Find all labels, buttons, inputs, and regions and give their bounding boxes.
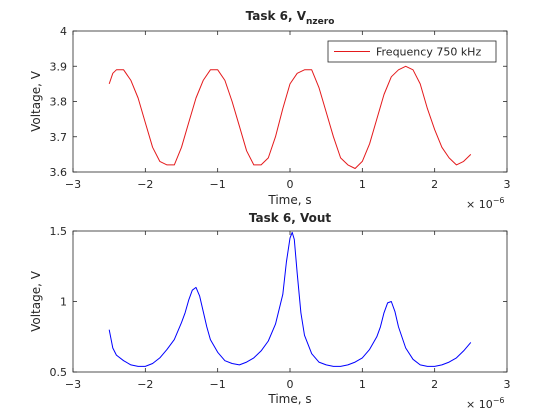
top-series-line-0 <box>108 65 472 169</box>
bottom-y-tick-label: 0.5 <box>50 366 68 379</box>
legend-box <box>327 40 497 63</box>
top-y-tick-label: 3.6 <box>50 166 68 179</box>
top-y-tick-label: 3.9 <box>50 60 68 73</box>
bottom-x-tick-label: −1 <box>210 378 226 391</box>
top-legend: Frequency 750 kHz <box>327 40 497 63</box>
top-plot-title-main: Task 6, V <box>246 9 307 23</box>
top-x-ticks: −3 −2 −1 0 1 2 3 <box>65 31 511 191</box>
top-x-exponent-base: × 10 <box>466 198 493 211</box>
bottom-series-line-0 <box>108 231 472 367</box>
bottom-y-tick-label: 1.5 <box>50 225 68 238</box>
top-plot: −3 −2 −1 0 1 2 3 3.63.73.83.94 Task 6, Vnzero … <box>29 9 511 211</box>
bottom-plot-area <box>73 231 507 372</box>
bottom-x-exponent: × 10−6 <box>466 396 505 411</box>
bottom-y-ticks: 0.5 1 1.5 <box>50 225 507 379</box>
bottom-x-tick-label: −3 <box>65 378 81 391</box>
top-y-tick-label: 3.7 <box>50 131 68 144</box>
bottom-x-tick-label: 0 <box>287 378 294 391</box>
legend-entry: Frequency 750 kHz <box>376 46 481 59</box>
top-x-tick-label: −3 <box>65 178 81 191</box>
bottom-x-ticks: −3 −2 −1 0 1 2 3 <box>65 231 511 391</box>
top-x-axis-label: Time, s <box>267 193 311 207</box>
bottom-plot: −3 −2 −1 0 1 2 3 0.511.5 Task 6, Vout Time, s … <box>29 211 511 411</box>
bottom-x-exponent-base: × 10 <box>466 398 493 411</box>
top-x-tick-label: −2 <box>137 178 153 191</box>
bottom-x-tick-label: 3 <box>504 378 511 391</box>
top-plot-marks <box>108 65 472 169</box>
top-y-tick-label: 3.8 <box>50 96 68 109</box>
top-x-tick-label: 2 <box>431 178 438 191</box>
bottom-x-tick-label: 2 <box>431 378 438 391</box>
top-x-tick-label: 1 <box>359 178 366 191</box>
bottom-x-exponent-power: −6 <box>493 396 505 405</box>
bottom-y-tick-label: 1 <box>60 296 67 309</box>
top-x-exponent-power: −6 <box>493 196 505 205</box>
top-y-axis-label: Voltage, V <box>29 70 43 132</box>
bottom-plot-title: Task 6, Vout <box>249 211 332 225</box>
top-x-exponent: × 10−6 <box>466 196 505 211</box>
top-x-tick-label: 0 <box>287 178 294 191</box>
top-x-tick-label: 3 <box>504 178 511 191</box>
bottom-plot-marks <box>108 231 472 367</box>
top-y-tick-label: 4 <box>60 25 67 38</box>
bottom-y-axis-label: Voltage, V <box>29 270 43 332</box>
top-x-tick-label: −1 <box>210 178 226 191</box>
top-plot-title-subscript: nzero <box>306 17 334 27</box>
top-y-ticks: 3.6 3.7 3.8 3.9 4 <box>50 25 507 179</box>
bottom-x-axis-label: Time, s <box>267 392 311 406</box>
top-plot-title: Task 6, Vnzero <box>246 9 335 27</box>
bottom-x-tick-label: 1 <box>359 378 366 391</box>
bottom-x-tick-label: −2 <box>137 378 153 391</box>
